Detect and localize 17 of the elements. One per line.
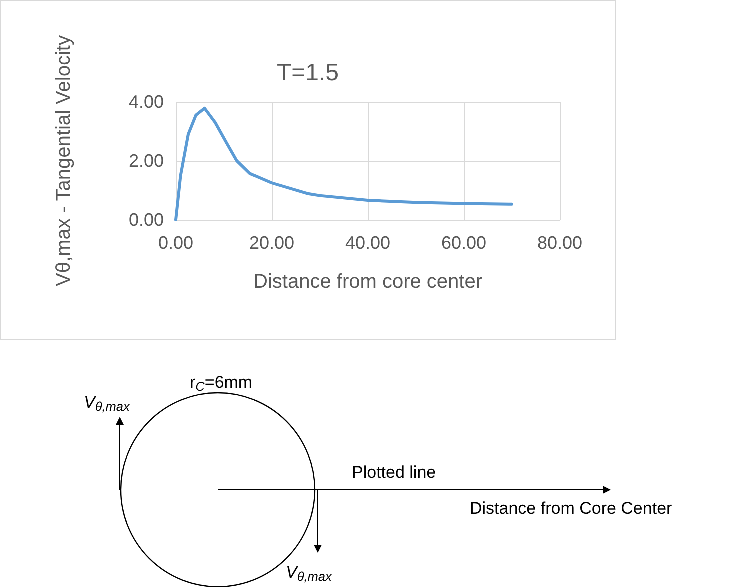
x-axis-title: Distance from core center	[254, 271, 483, 293]
y-axis-title: Vθ,max - Tangential Velocity	[53, 36, 75, 286]
chart-title: T=1.5	[276, 60, 340, 86]
x-tick-label: 40.00	[345, 233, 391, 253]
x-tick-label: 80.00	[537, 233, 583, 253]
x-tick-label: 60.00	[441, 233, 487, 253]
x-tick-label: 20.00	[249, 233, 295, 253]
text: r$_{C}$=6mm	[190, 373, 253, 394]
y-tick-label: 4.00	[128, 92, 164, 112]
text: V$_{θ,max}$	[286, 563, 333, 584]
line-series	[174, 106, 514, 222]
text: Distance from Core Center	[470, 499, 673, 518]
text: V$_{θ,max}$	[84, 393, 131, 414]
y-tick-label: 0.00	[128, 210, 164, 230]
x-tick-label: 0.00	[158, 233, 194, 253]
y-tick-label: 2.00	[128, 151, 164, 171]
text: Plotted line	[352, 463, 436, 482]
